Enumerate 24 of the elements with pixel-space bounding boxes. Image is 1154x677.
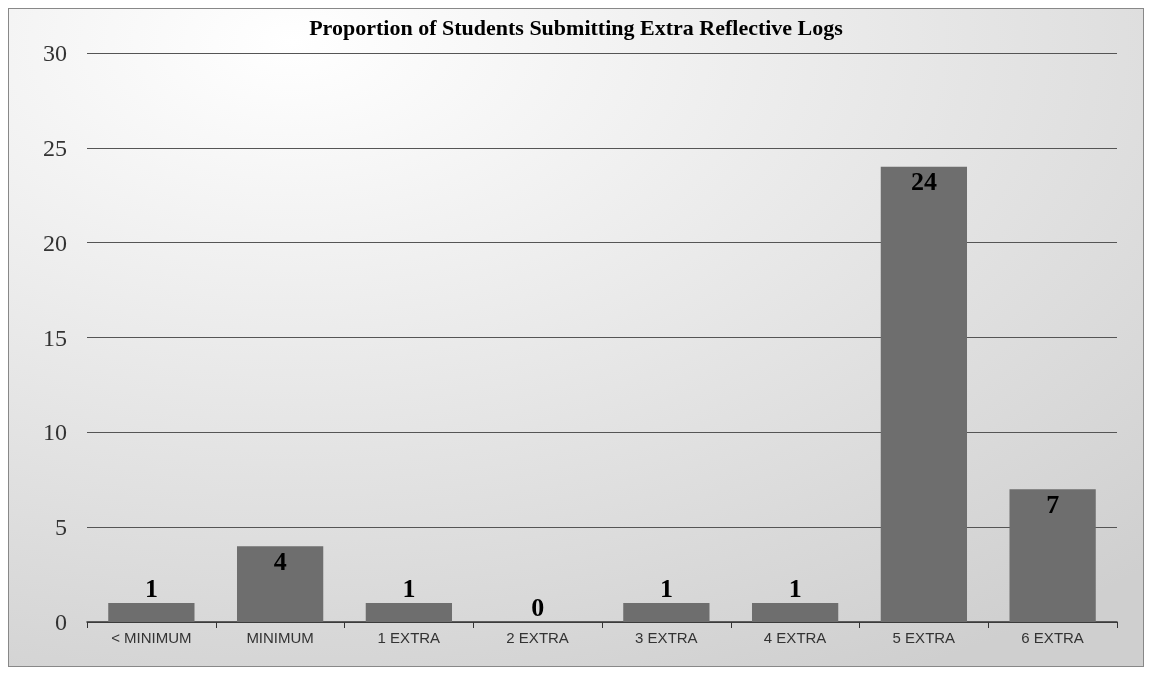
- x-tick-label: 5 EXTRA: [892, 629, 956, 646]
- data-label: 1: [659, 573, 673, 603]
- data-label: 4: [273, 546, 287, 576]
- y-tick-label: 10: [43, 419, 67, 446]
- x-tick-label: 6 EXTRA: [1021, 629, 1084, 646]
- y-tick-label: 5: [55, 514, 67, 541]
- data-label: 1: [144, 573, 158, 603]
- y-tick-label: 25: [43, 134, 67, 161]
- y-tick-label: 15: [43, 324, 67, 351]
- data-label: 24: [910, 167, 937, 197]
- y-tick-label: 20: [43, 229, 67, 256]
- data-label: 0: [531, 592, 545, 622]
- x-tick-label: 1 EXTRA: [377, 629, 441, 646]
- x-tick-label: 3 EXTRA: [635, 629, 698, 646]
- y-tick-label: 30: [43, 40, 67, 66]
- x-tick-label: 4 EXTRA: [763, 629, 827, 646]
- chart-title: Proportion of Students Submitting Extra Reflective Logs: [309, 14, 844, 40]
- x-tick-label: 2 EXTRA: [506, 629, 569, 646]
- x-tick-label: < MINIMUM: [111, 629, 192, 646]
- data-label: 7: [1046, 489, 1060, 519]
- x-tick-label: MINIMUM: [246, 629, 314, 646]
- y-tick-label: 0: [55, 609, 67, 635]
- data-label: 1: [788, 573, 802, 603]
- data-label: 1: [402, 573, 416, 603]
